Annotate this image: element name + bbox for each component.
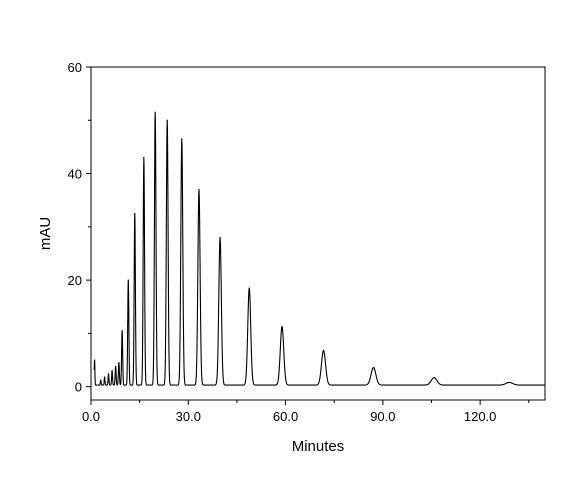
x-tick-label: 60.0 [273, 409, 298, 424]
peak-apex-16 [219, 236, 221, 239]
peak-apex-17 [248, 287, 250, 289]
peak-apex-6 [115, 365, 117, 368]
peak-apex-9 [127, 279, 129, 281]
peak-apex-20 [372, 366, 375, 369]
peak-apex-2 [100, 379, 102, 381]
x-tick-label: 0.0 [82, 409, 100, 424]
plot-frame [90, 66, 546, 401]
x-tick-label: 30.0 [176, 409, 201, 424]
chromatogram-trace [93, 111, 546, 386]
y-tick-label: 20 [68, 273, 82, 288]
y-tick-label: 0 [75, 380, 82, 395]
y-tick-label: 60 [68, 60, 82, 75]
y-tick-label: 40 [68, 167, 82, 182]
peak-apex-15 [198, 188, 200, 191]
peak-apex-1 [93, 359, 96, 361]
peak-apex-11 [143, 156, 145, 159]
peak-apex-19 [322, 349, 325, 352]
x-tick-label: 120.0 [464, 409, 497, 424]
peak-apex-14 [181, 138, 183, 140]
y-axis-label: mAU [37, 217, 54, 250]
x-axis-ticks: 0.0 30.0 60.0 90.0 120.0 [82, 400, 530, 424]
peak-apex-8 [121, 330, 123, 332]
peak-apex-21 [433, 377, 435, 379]
peak-apex-12 [154, 111, 156, 113]
peak-apex-18 [281, 325, 283, 328]
peak-apex-10 [134, 212, 136, 215]
x-axis-label: Minutes [292, 438, 345, 455]
peak-markers [93, 111, 510, 384]
peak-apex-22 [508, 381, 510, 384]
peak-apex-7 [118, 362, 120, 364]
x-tick-label: 90.0 [370, 409, 395, 424]
peak-apex-4 [107, 373, 110, 375]
peak-apex-3 [104, 376, 106, 378]
peak-apex-13 [166, 119, 168, 121]
y-axis-ticks: 0 20 40 60 [68, 60, 91, 395]
peak-apex-5 [111, 370, 113, 372]
